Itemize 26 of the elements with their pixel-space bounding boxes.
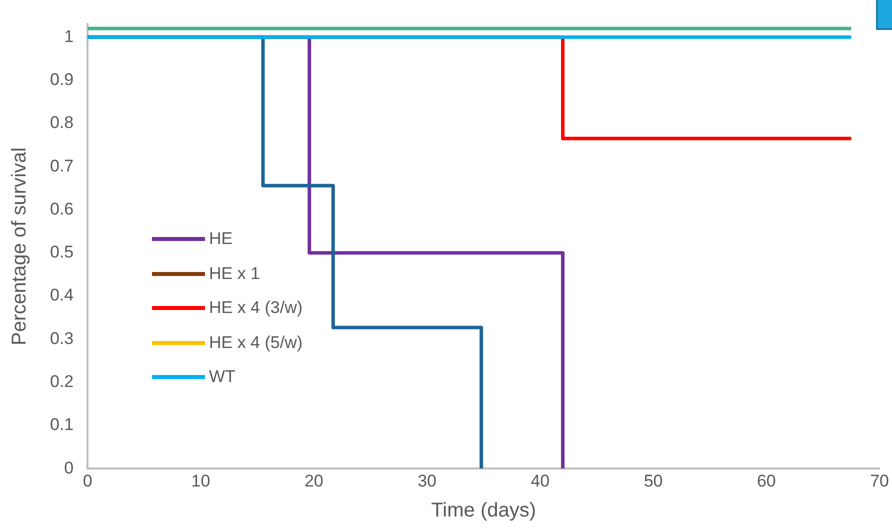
x-tick-label: 40	[530, 471, 550, 490]
x-tick-label: 10	[191, 471, 210, 490]
y-tick-label: 0.7	[50, 156, 74, 176]
x-tick-label: 20	[304, 471, 324, 490]
legend-label: WT	[209, 367, 236, 388]
x-tick-label: 50	[644, 471, 663, 490]
y-tick-label: 0.8	[50, 113, 74, 132]
x-axis-title: Time (days)	[431, 500, 536, 522]
y-tick-label: 0.9	[50, 70, 74, 89]
y-tick-label: 0.1	[50, 415, 74, 434]
x-tick-label: 60	[756, 471, 776, 490]
x-tick-label: 70	[870, 471, 890, 490]
y-axis-title: Percentage of survival	[8, 147, 31, 346]
legend-label: HE x 4 (3/w)	[209, 298, 303, 318]
y-tick-label: 1	[64, 26, 74, 46]
legend-label: HE x 4 (5/w)	[209, 332, 303, 353]
x-tick-label: 30	[418, 471, 436, 490]
legend-label: HE	[209, 229, 233, 250]
y-tick-label: 0.4	[50, 286, 74, 305]
legend-label: HE x 1	[209, 264, 260, 284]
x-tick-label: 0	[82, 471, 92, 490]
y-tick-label: 0	[64, 458, 74, 478]
y-tick-label: 0.2	[50, 372, 74, 391]
y-tick-label: 0.6	[50, 199, 74, 218]
y-tick-label: 0.3	[50, 328, 74, 348]
y-tick-label: 0.5	[50, 242, 74, 262]
